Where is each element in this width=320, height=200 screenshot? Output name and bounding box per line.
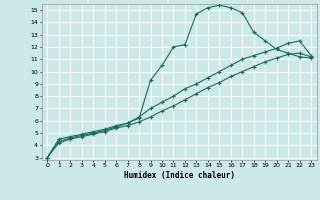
X-axis label: Humidex (Indice chaleur): Humidex (Indice chaleur) — [124, 171, 235, 180]
